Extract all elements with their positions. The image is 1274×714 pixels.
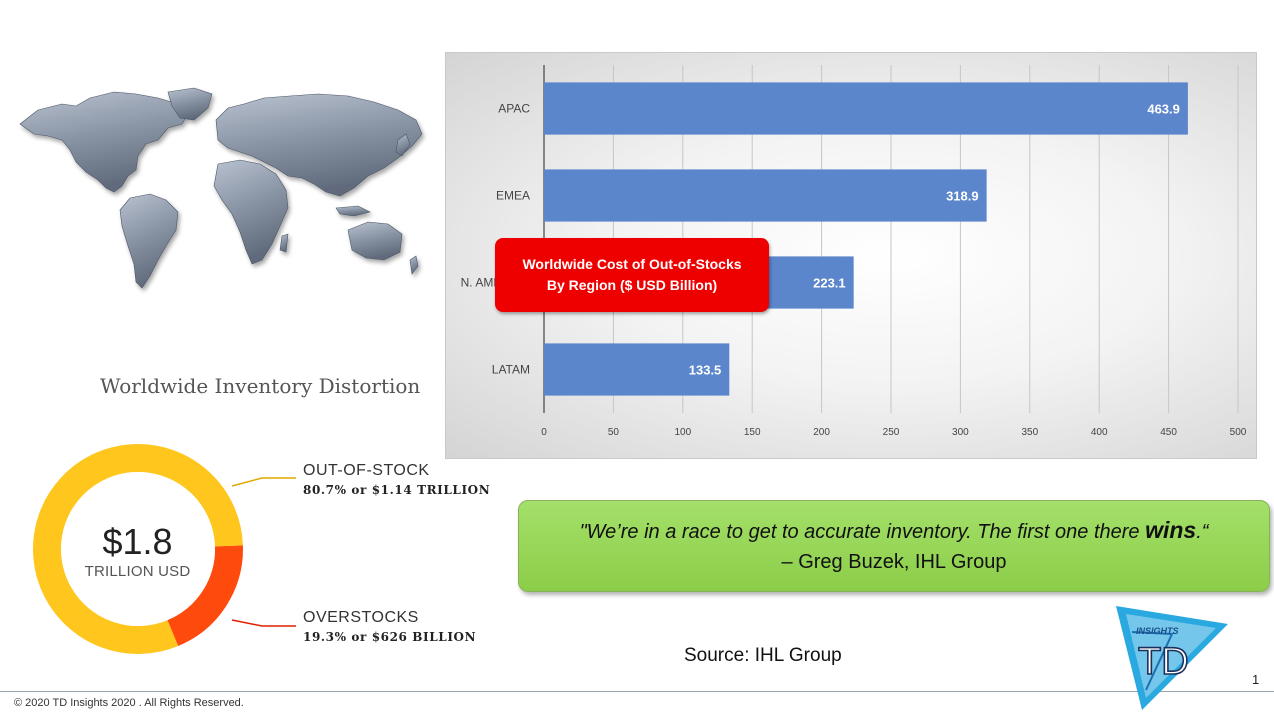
greenland-shape (167, 87, 213, 121)
donut-leader-lines (231, 477, 296, 627)
donut-segment-overstocks (32, 444, 243, 654)
world-map (19, 87, 423, 289)
overstocks-detail: 19.3% or $626 BILLION (303, 630, 477, 644)
south-america-shape (119, 193, 179, 289)
category-label: EMEA (496, 189, 530, 203)
category-label: LATAM (492, 363, 530, 377)
x-tick-label: 50 (608, 427, 620, 438)
quote-text: "We’re in a race to get to accurate inve… (580, 515, 1209, 547)
donut-hole (61, 472, 215, 626)
logo-triangle-front (1126, 614, 1216, 698)
north-america-shape (19, 91, 189, 193)
out-of-stock-title: OUT-OF-STOCK (303, 462, 430, 479)
donut-total-value: $1.8 (102, 521, 173, 562)
map-title: Worldwide Inventory Distortion (100, 374, 421, 398)
chart-title-line-2: By Region ($ USD Billion) (546, 277, 718, 293)
japan-shape (395, 133, 411, 157)
td-insights-logo: INSIGHTS TD (1116, 606, 1228, 710)
source-note: Source: IHL Group (684, 645, 842, 666)
quote-attribution: – Greg Buzek, IHL Group (781, 551, 1007, 573)
bar-apac (544, 82, 1188, 135)
logo-monogram: TD (1138, 641, 1189, 683)
bar-emea (544, 169, 987, 222)
x-tick-label: 250 (883, 427, 900, 438)
out-of-stock-leader (231, 477, 296, 487)
quote-text-start: "We’re in a race to get to accurate inve… (579, 521, 1146, 543)
europe-asia-shape (215, 93, 423, 197)
new-zealand-shape (409, 255, 419, 275)
donut-total-unit: TRILLION USD (84, 563, 191, 580)
quote-box: "We’re in a race to get to accurate inve… (518, 500, 1270, 592)
footer-divider (0, 691, 1274, 692)
logo-stroke (1131, 631, 1174, 691)
x-tick-label: 400 (1091, 427, 1108, 438)
x-tick-label: 300 (952, 427, 969, 438)
x-tick-label: 200 (813, 427, 830, 438)
overstocks-leader (231, 619, 296, 627)
x-tick-label: 0 (541, 427, 547, 438)
bar-value-label: 223.1 (813, 276, 846, 291)
x-tick-label: 100 (674, 427, 691, 438)
out-of-stock-detail: 80.7% or $1.14 TRILLION (303, 483, 491, 497)
copyright-text: © 2020 TD Insights 2020 . All Rights Res… (14, 697, 244, 709)
chart-title-line-1: Worldwide Cost of Out-of-Stocks (522, 256, 742, 272)
x-tick-label: 500 (1230, 427, 1247, 438)
madagascar-shape (279, 233, 289, 253)
australia-shape (347, 221, 403, 261)
quote-text-end: .“ (1196, 521, 1209, 543)
x-tick-label: 450 (1160, 427, 1177, 438)
logo-tagline: INSIGHTS (1136, 626, 1179, 636)
x-tick-label: 150 (744, 427, 761, 438)
africa-shape (213, 159, 289, 265)
quote-emphasis: wins (1145, 517, 1197, 543)
category-label: APAC (498, 102, 530, 116)
page-number: 1 (1252, 672, 1260, 687)
indonesia-shape (335, 205, 371, 217)
bar-value-label: 463.9 (1147, 102, 1180, 117)
chart-title-box: Worldwide Cost of Out-of-Stocks By Regio… (495, 238, 769, 312)
bar-latam (544, 343, 730, 396)
overstocks-title: OVERSTOCKS (303, 609, 419, 626)
bar-value-label: 318.9 (946, 189, 979, 204)
x-tick-label: 350 (1021, 427, 1038, 438)
bar-value-label: 133.5 (689, 363, 722, 378)
donut-chart (32, 444, 243, 654)
